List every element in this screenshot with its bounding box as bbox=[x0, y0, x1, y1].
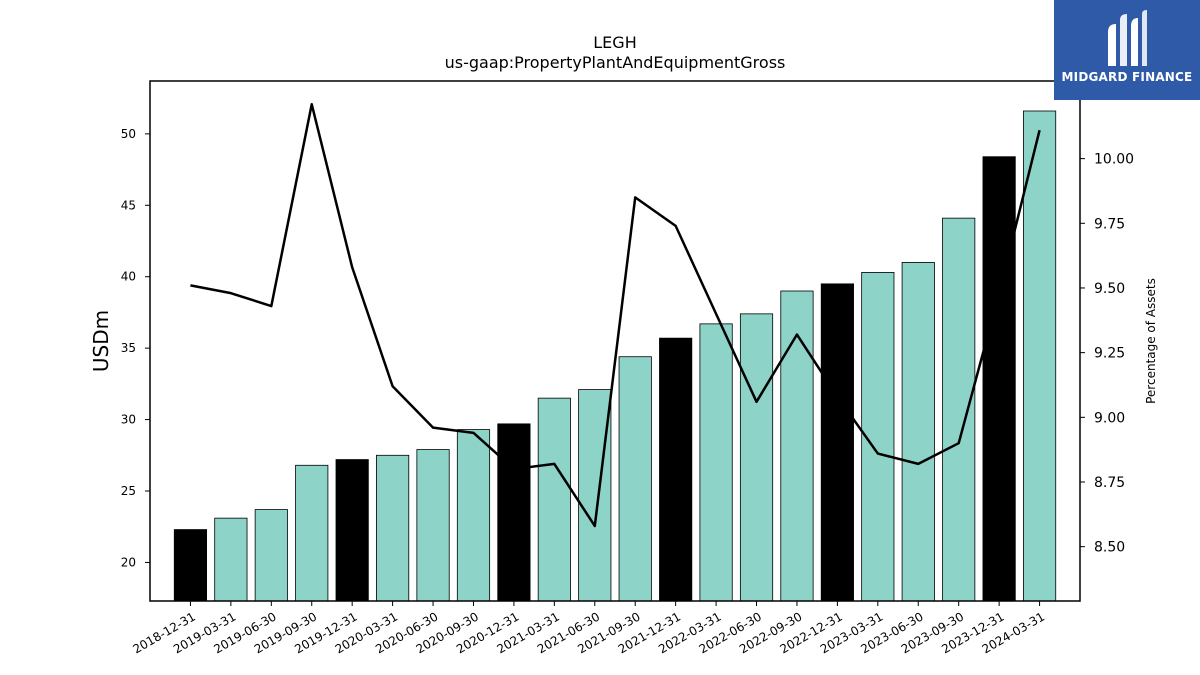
plot-frame bbox=[149, 80, 1081, 602]
y-tick-label-left: 50 bbox=[121, 127, 136, 141]
bar bbox=[456, 429, 491, 602]
bar bbox=[901, 262, 935, 602]
bar-group bbox=[173, 110, 1057, 602]
bar bbox=[254, 509, 288, 602]
y-tick-label-left: 45 bbox=[121, 198, 136, 212]
bar bbox=[214, 517, 248, 602]
x-axis: 2018-12-312019-03-312019-06-302019-09-30… bbox=[131, 601, 1047, 656]
bar bbox=[537, 397, 571, 602]
y-axis-label-right: Percentage of Assets bbox=[1144, 278, 1158, 404]
brand-logo: MIDGARD FINANCE bbox=[1054, 0, 1200, 100]
y-tick-label-left: 35 bbox=[121, 341, 136, 355]
bar bbox=[376, 454, 410, 602]
y-tick-label-right: 8.50 bbox=[1094, 540, 1125, 556]
y-tick-label-right: 9.50 bbox=[1094, 281, 1125, 297]
y-tick-label-left: 40 bbox=[121, 270, 136, 284]
bar bbox=[578, 389, 612, 602]
right-y-axis: 8.50 8.75 9.00 9.25 9.50 9.75 10.00 bbox=[1080, 152, 1134, 556]
line-layer bbox=[190, 103, 1041, 528]
bar bbox=[295, 464, 329, 602]
y-tick-label-left: 30 bbox=[121, 413, 136, 427]
logo-mark-icon bbox=[1108, 10, 1147, 66]
y-tick-label-left: 20 bbox=[121, 555, 136, 569]
bar bbox=[659, 337, 693, 602]
bar bbox=[739, 313, 774, 602]
y-tick-label-right: 10.00 bbox=[1094, 152, 1134, 168]
y-axis-label-left: USDm bbox=[89, 310, 113, 372]
bar bbox=[1022, 110, 1057, 602]
y-tick-label-right: 9.00 bbox=[1094, 410, 1125, 426]
y-tick-label-left: 25 bbox=[121, 484, 136, 498]
y-tick-label-right: 8.75 bbox=[1094, 475, 1125, 491]
bar bbox=[942, 217, 976, 602]
bar bbox=[982, 156, 1016, 602]
bar bbox=[618, 356, 652, 602]
y-tick-label-right: 9.25 bbox=[1094, 346, 1125, 362]
chart-title: LEGH bbox=[593, 33, 636, 52]
bar bbox=[497, 423, 531, 602]
percentage-line bbox=[190, 103, 1041, 528]
logo-text: MIDGARD FINANCE bbox=[1061, 70, 1193, 84]
chart-subtitle: us-gaap:PropertyPlantAndEquipmentGross bbox=[445, 53, 786, 72]
left-y-axis: 20 25 30 35 40 45 50 bbox=[121, 127, 150, 569]
bar bbox=[173, 529, 208, 602]
bar bbox=[699, 323, 733, 602]
y-tick-label-right: 9.75 bbox=[1094, 216, 1125, 232]
bar bbox=[416, 449, 450, 602]
bar bbox=[335, 459, 369, 602]
bar bbox=[780, 290, 814, 602]
bar bbox=[820, 283, 854, 602]
